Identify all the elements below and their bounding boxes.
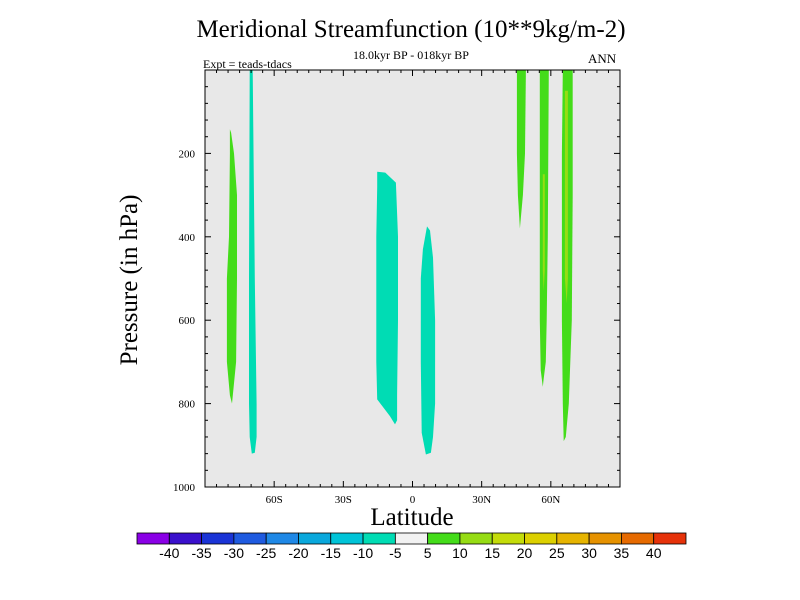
colorbar-label: 25	[549, 545, 565, 561]
colorbar-label: -5	[389, 545, 402, 561]
colorbar-label: -25	[256, 545, 276, 561]
chart-subtitle: 18.0kyr BP - 018kyr BP	[353, 48, 469, 62]
x-tick-label: 60S	[266, 494, 283, 506]
experiment-label: Expt = teads-tdacs	[203, 57, 292, 71]
y-tick-label: 600	[179, 315, 196, 327]
colorbar-label: -15	[321, 545, 341, 561]
colorbar-box	[330, 532, 364, 545]
x-tick-label: 30N	[472, 494, 491, 506]
contour-neg-high-lat-south	[249, 70, 257, 454]
colorbar-box	[362, 532, 396, 545]
season-label: ANN	[588, 51, 617, 66]
colorbar-box	[298, 532, 332, 545]
colorbar-box	[427, 532, 461, 545]
colorbar-box	[653, 532, 687, 545]
colorbar-box	[265, 532, 299, 545]
colorbar-box	[459, 532, 493, 545]
colorbar-box	[524, 532, 558, 545]
y-tick-label: 200	[179, 148, 196, 160]
contour-neg-tropics-north	[420, 226, 436, 455]
colorbar-label: 20	[517, 545, 533, 561]
colorbar-label: 5	[424, 545, 432, 561]
colorbar-box	[136, 532, 170, 545]
contour-pos-north-3-core	[564, 90, 568, 304]
x-tick-label: 60N	[541, 494, 560, 506]
contour-pos-north-1	[516, 70, 526, 229]
x-axis-label: Latitude	[370, 504, 454, 531]
colorbar-box	[621, 532, 655, 545]
colorbar-label: -35	[191, 545, 211, 561]
chart-title: Meridional Streamfunction (10**9kg/m-2)	[196, 16, 626, 43]
y-tick-label: 400	[179, 232, 196, 244]
colorbar-label: 30	[581, 545, 597, 561]
colorbar-box	[394, 532, 429, 545]
colorbar-label: -40	[159, 545, 179, 561]
contour-pos-south	[226, 129, 237, 404]
y-tick-label: 800	[179, 399, 196, 411]
colorbar-box	[233, 532, 267, 545]
colorbar-box	[201, 532, 235, 545]
colorbar-label: -20	[288, 545, 308, 561]
x-tick-label: 30S	[335, 494, 352, 506]
plot-area	[205, 70, 620, 487]
colorbar-box	[491, 532, 525, 545]
colorbar-label: 15	[484, 545, 500, 561]
colorbar-label: 35	[614, 545, 630, 561]
colorbar-label: 10	[452, 545, 468, 561]
colorbar-label: -10	[353, 545, 373, 561]
x-tick-label: 0	[410, 494, 416, 506]
y-tick-label: 1000	[173, 482, 196, 494]
colorbar-box	[168, 532, 202, 545]
colorbar-label: 40	[646, 545, 662, 561]
colorbar-box	[588, 532, 622, 545]
colorbar-label: -30	[224, 545, 244, 561]
contour-neg-tropics-south	[376, 171, 398, 425]
colorbar-box	[556, 532, 590, 545]
contour-pos-north-2-core	[542, 174, 545, 291]
